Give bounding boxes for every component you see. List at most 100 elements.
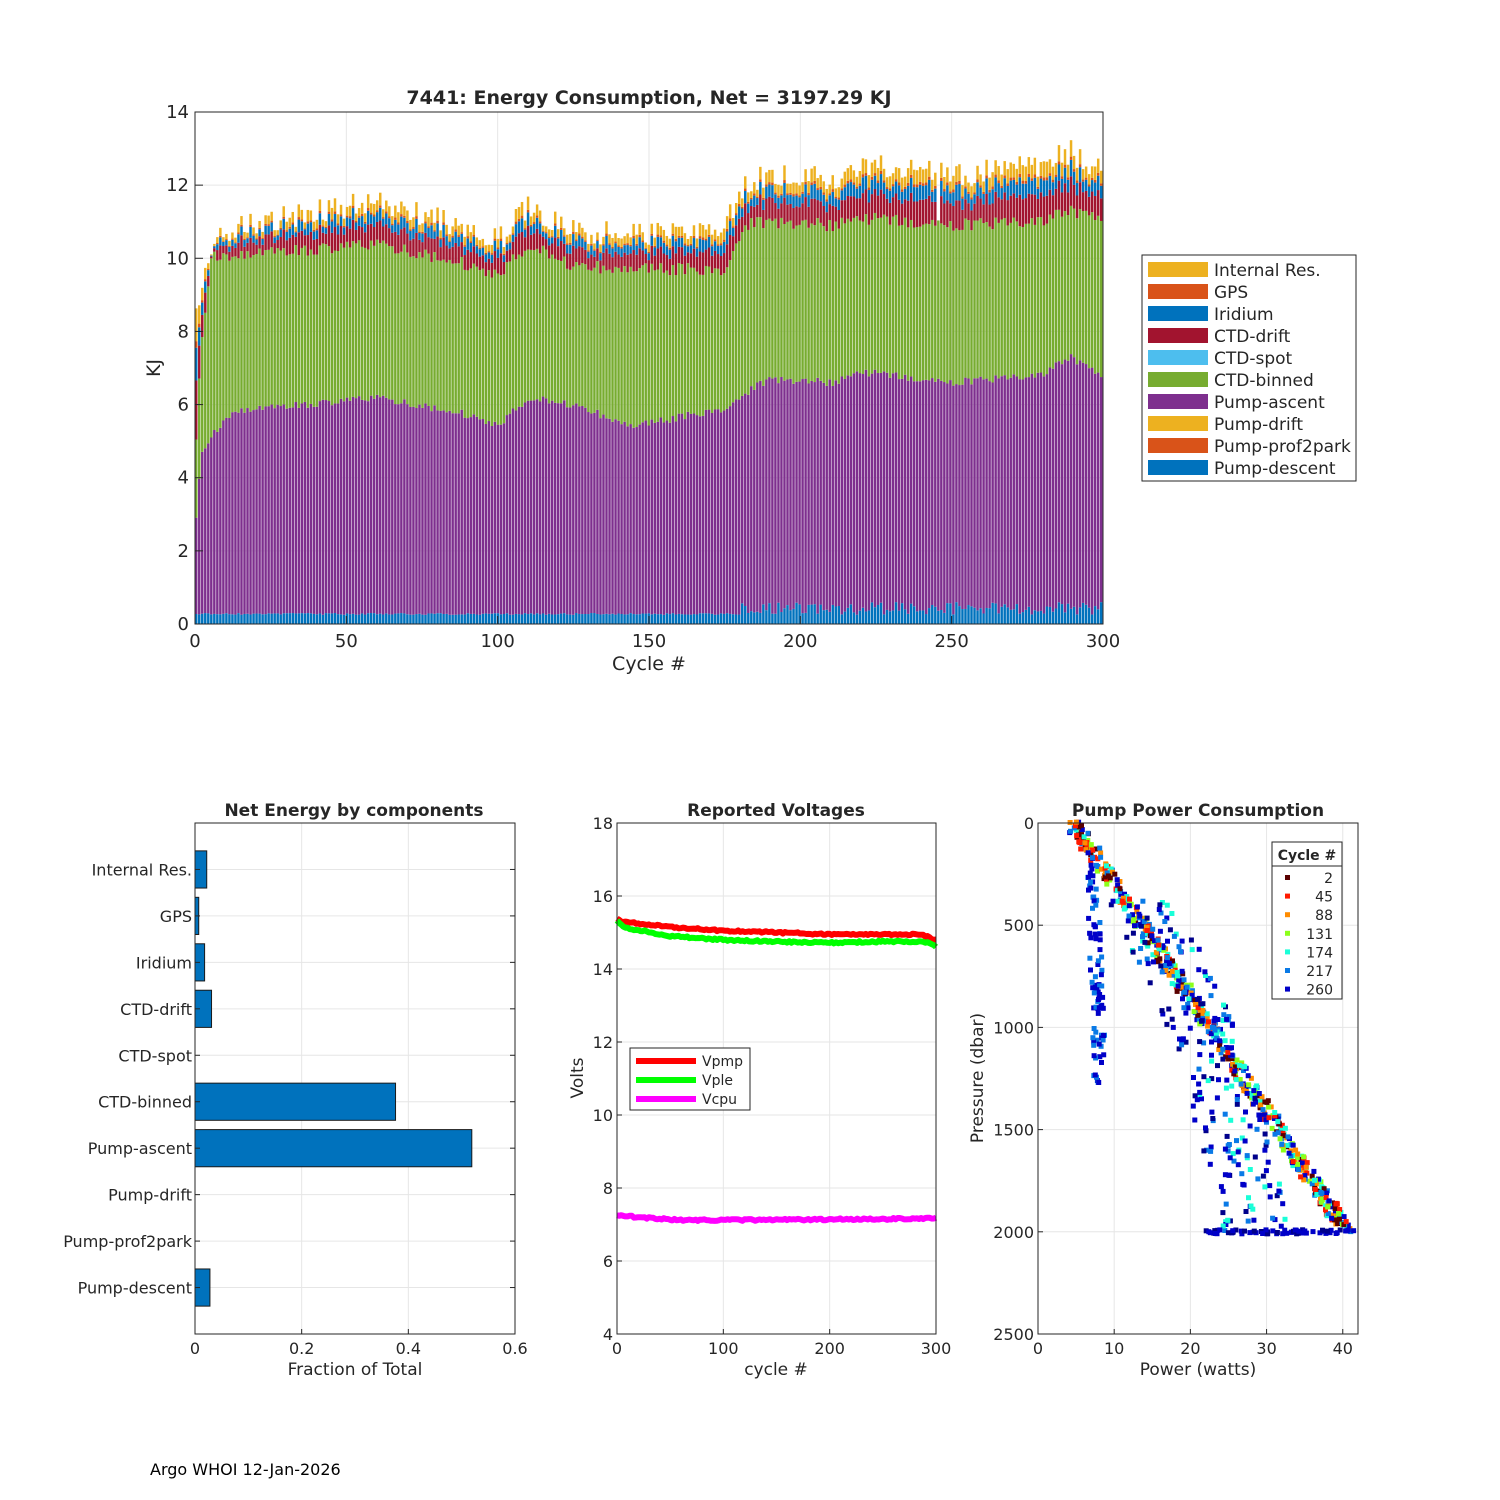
pump-power-point [1237, 1077, 1243, 1082]
pump-power-point [1176, 978, 1182, 984]
voltages-y-label: Volts [568, 1057, 588, 1098]
net-energy-category: Iridium [136, 953, 192, 972]
pump-power-point [1096, 1041, 1102, 1047]
pump-power-point [1211, 1018, 1217, 1024]
pump-power-point [1212, 1228, 1218, 1234]
pump-power-point [1098, 866, 1104, 872]
energy-bar [403, 206, 406, 624]
energy-bar [789, 183, 792, 624]
pump-power-point [1319, 1199, 1325, 1205]
pump-power-point [1323, 1195, 1329, 1200]
pump-power-point [1329, 1212, 1335, 1218]
energy-legend-item: CTD-binned [1148, 371, 1314, 391]
pump-power-point [1120, 895, 1126, 901]
energy-bar [550, 230, 554, 624]
energy-x-tick: 100 [480, 631, 514, 652]
energy-bar [922, 169, 925, 624]
pump-power-point [1208, 1144, 1214, 1150]
pump-power-point [1248, 1203, 1254, 1209]
energy-x-tick: 200 [783, 631, 817, 652]
pump-power-legend: Cycle # 2 45 88 131 174 217 260 [1271, 841, 1343, 1000]
net-energy-chart: Net Energy by components 0 0.2 0.4 0.6 Inter… [63, 801, 528, 1380]
pump-power-legend-item: 45 [1285, 890, 1333, 906]
energy-bar [807, 181, 810, 624]
energy-bar [379, 192, 382, 624]
pump-power-point [1156, 907, 1162, 912]
pump-power-point [1239, 1171, 1245, 1177]
pump-power-point [1092, 974, 1098, 980]
energy-bar [777, 184, 780, 624]
pump-power-point [1076, 824, 1082, 830]
pump-power-y-tick: 500 [1003, 916, 1034, 935]
pump-power-point [1332, 1217, 1338, 1223]
footer-text: Argo WHOI 12-Jan-2026 [150, 1460, 341, 1479]
pump-power-point [1108, 866, 1114, 872]
pump-power-point [1205, 1078, 1211, 1084]
energy-bar [692, 225, 696, 624]
pump-power-point [1144, 928, 1150, 933]
pump-power-point [1157, 928, 1163, 934]
pump-power-point [1179, 968, 1185, 974]
pump-power-point [1101, 1052, 1107, 1058]
pump-power-point [1197, 1021, 1203, 1027]
pump-power-point [1336, 1211, 1341, 1216]
pump-power-point [1245, 1218, 1251, 1224]
pump-power-point [1312, 1177, 1317, 1183]
energy-bar [876, 167, 880, 624]
pump-power-point [1124, 934, 1130, 940]
pump-power-point [1303, 1164, 1309, 1170]
pump-power-point [1193, 1002, 1198, 1007]
pump-power-point [1268, 1104, 1274, 1110]
pump-power-point [1112, 871, 1118, 877]
svg-text:CTD-binned: CTD-binned [1214, 371, 1314, 391]
energy-bar [297, 204, 301, 624]
pump-power-point [1254, 1083, 1260, 1089]
pump-power-point [1226, 1056, 1232, 1062]
energy-bar [792, 182, 795, 624]
energy-bar [587, 243, 590, 624]
pump-power-point [1169, 1016, 1175, 1022]
energy-bar [831, 175, 834, 624]
pump-power-point [1164, 1021, 1170, 1027]
pump-power-point [1145, 930, 1150, 936]
pump-power-point [1318, 1190, 1324, 1195]
pump-power-point [1099, 954, 1105, 960]
energy-bar [620, 238, 623, 624]
pump-power-point [1166, 972, 1172, 978]
pump-power-point [1185, 1001, 1191, 1007]
pump-power-point [1090, 847, 1095, 853]
pump-power-point [1192, 997, 1198, 1003]
pump-power-point [1351, 1228, 1357, 1234]
pump-power-point [1187, 1025, 1193, 1031]
pump-power-point [1275, 1130, 1281, 1136]
pump-power-point [1188, 982, 1194, 988]
pump-power-point [1141, 919, 1147, 924]
pump-power-point [1220, 1210, 1226, 1216]
energy-bar [626, 233, 629, 624]
pump-power-point [1282, 1227, 1288, 1233]
energy-bar [822, 181, 825, 624]
energy-bar [569, 234, 572, 624]
energy-bar [867, 175, 871, 624]
energy-bar [858, 170, 862, 624]
energy-bar [336, 214, 340, 624]
pump-power-point [1175, 973, 1181, 979]
pump-power-point [1166, 961, 1172, 966]
pump-power-point [1220, 1188, 1226, 1194]
energy-bar [1063, 149, 1067, 624]
energy-bar [553, 211, 557, 624]
energy-bar [270, 211, 273, 624]
voltages-x-tick: 300 [921, 1339, 952, 1358]
energy-bar [1045, 161, 1049, 624]
pump-power-point [1247, 1167, 1253, 1172]
pump-power-point [1091, 1053, 1097, 1059]
energy-bar [958, 164, 961, 624]
pump-power-x-tick: 0 [1033, 1339, 1043, 1358]
pump-power-y-tick: 1000 [993, 1018, 1034, 1037]
energy-bar [674, 226, 678, 624]
net-energy-category: GPS [160, 907, 192, 926]
energy-bar [704, 229, 708, 624]
energy-bar [756, 189, 759, 624]
energy-bar [294, 226, 298, 624]
energy-bar [246, 232, 249, 624]
